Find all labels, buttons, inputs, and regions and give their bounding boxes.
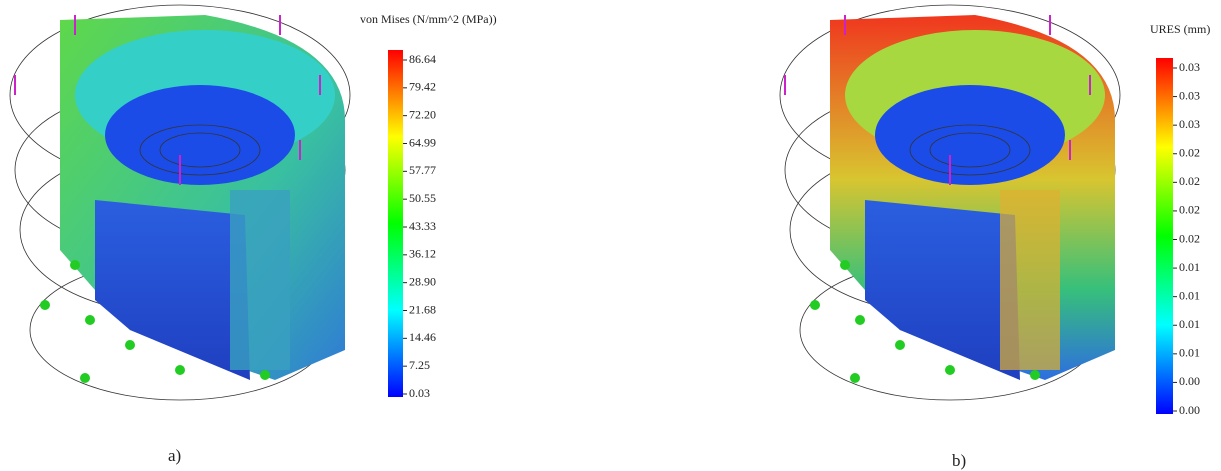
legend-label: 43.33 [409,219,436,233]
color-bar [388,50,403,397]
figure: von Mises (N/mm^2 (MPa)) 86.64 79.42 72.20 6… [0,0,1221,471]
render-b [780,5,1120,400]
legend-label: 0.02 [1179,174,1200,188]
legend-label: 0.03 [1179,60,1200,74]
legend-label: 79.42 [409,80,436,94]
caption: b) [952,451,966,470]
legend-label: 0.03 [1179,88,1200,102]
render-a [10,5,350,400]
legend-label: 0.00 [1179,374,1200,388]
caption: a) [168,446,181,465]
legend-label: 0.03 [409,386,430,400]
legend-title: URES (mm) [1150,22,1210,36]
legend-label: 21.68 [409,302,436,316]
legend-label: 72.20 [409,107,436,121]
legend-label: 50.55 [409,191,436,205]
legend-label: 36.12 [409,247,436,261]
legend-label: 57.77 [409,163,436,177]
legend-label: 0.03 [1179,117,1200,131]
legend-label: 0.01 [1179,260,1200,274]
legend-label: 86.64 [409,52,436,66]
legend-label: 64.99 [409,135,436,149]
color-bar [1156,58,1173,414]
legend-label: 0.00 [1179,403,1200,417]
legend-label: 0.01 [1179,317,1200,331]
legend-label: 28.90 [409,274,436,288]
legend-label: 0.01 [1179,288,1200,302]
legend-label: 0.02 [1179,203,1200,217]
legend-title: von Mises (N/mm^2 (MPa)) [360,12,497,26]
legend-label: 0.02 [1179,146,1200,160]
legend-label: 14.46 [409,330,436,344]
legend-label: 0.01 [1179,346,1200,360]
legend-label: 0.02 [1179,231,1200,245]
legend-label: 7.25 [409,358,430,372]
